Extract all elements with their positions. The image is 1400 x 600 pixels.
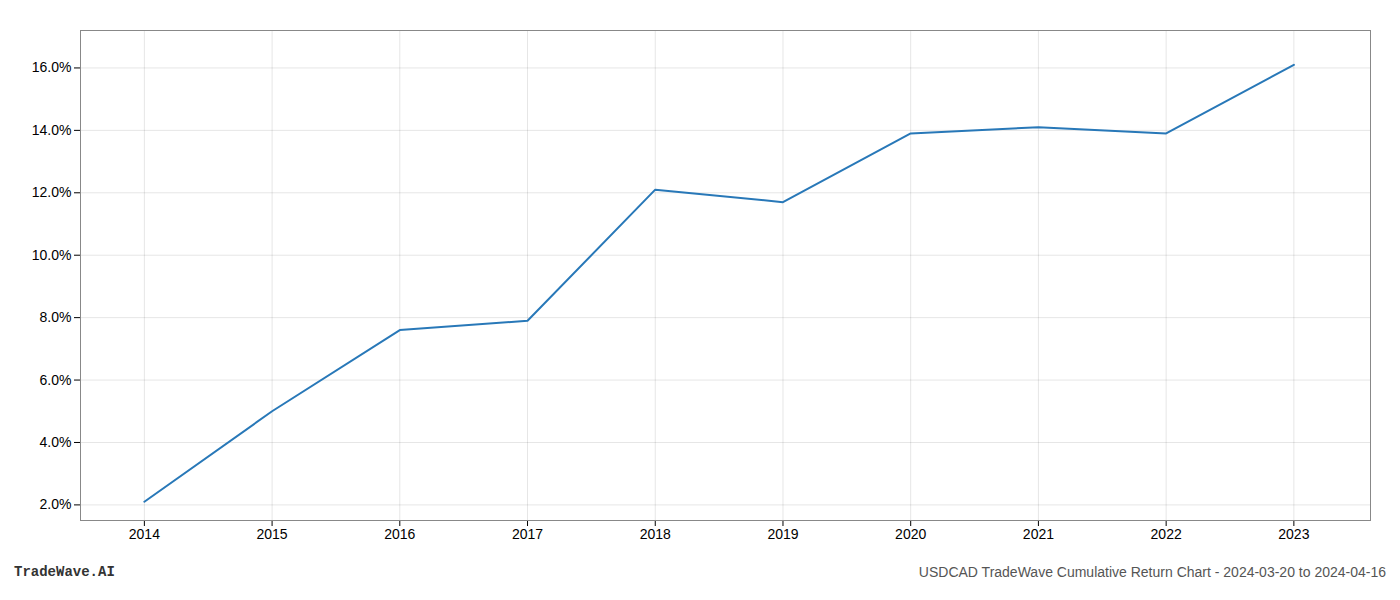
svg-text:12.0%: 12.0% xyxy=(32,184,72,200)
svg-text:2022: 2022 xyxy=(1151,526,1182,542)
svg-text:2020: 2020 xyxy=(895,526,926,542)
html-text:USDCAD TradeWave Cumulative Re: USDCAD TradeWave Cumulative Return Chart… xyxy=(918,564,1386,580)
svg-text:2014: 2014 xyxy=(129,526,160,542)
svg-text:6.0%: 6.0% xyxy=(40,372,72,388)
svg-text:2017: 2017 xyxy=(512,526,543,542)
svg-text:2016: 2016 xyxy=(384,526,415,542)
svg-text:14.0%: 14.0% xyxy=(32,122,72,138)
svg-text:2018: 2018 xyxy=(640,526,671,542)
svg-text:4.0%: 4.0% xyxy=(40,434,72,450)
svg-text:2023: 2023 xyxy=(1278,526,1309,542)
svg-text:2015: 2015 xyxy=(257,526,288,542)
svg-text:8.0%: 8.0% xyxy=(40,309,72,325)
svg-text:2021: 2021 xyxy=(1023,526,1054,542)
svg-text:10.0%: 10.0% xyxy=(32,247,72,263)
svg-text:2019: 2019 xyxy=(767,526,798,542)
svg-text:16.0%: 16.0% xyxy=(32,59,72,75)
html-text:TradeWave.AI: TradeWave.AI xyxy=(14,564,115,580)
svg-text:2.0%: 2.0% xyxy=(40,496,72,512)
